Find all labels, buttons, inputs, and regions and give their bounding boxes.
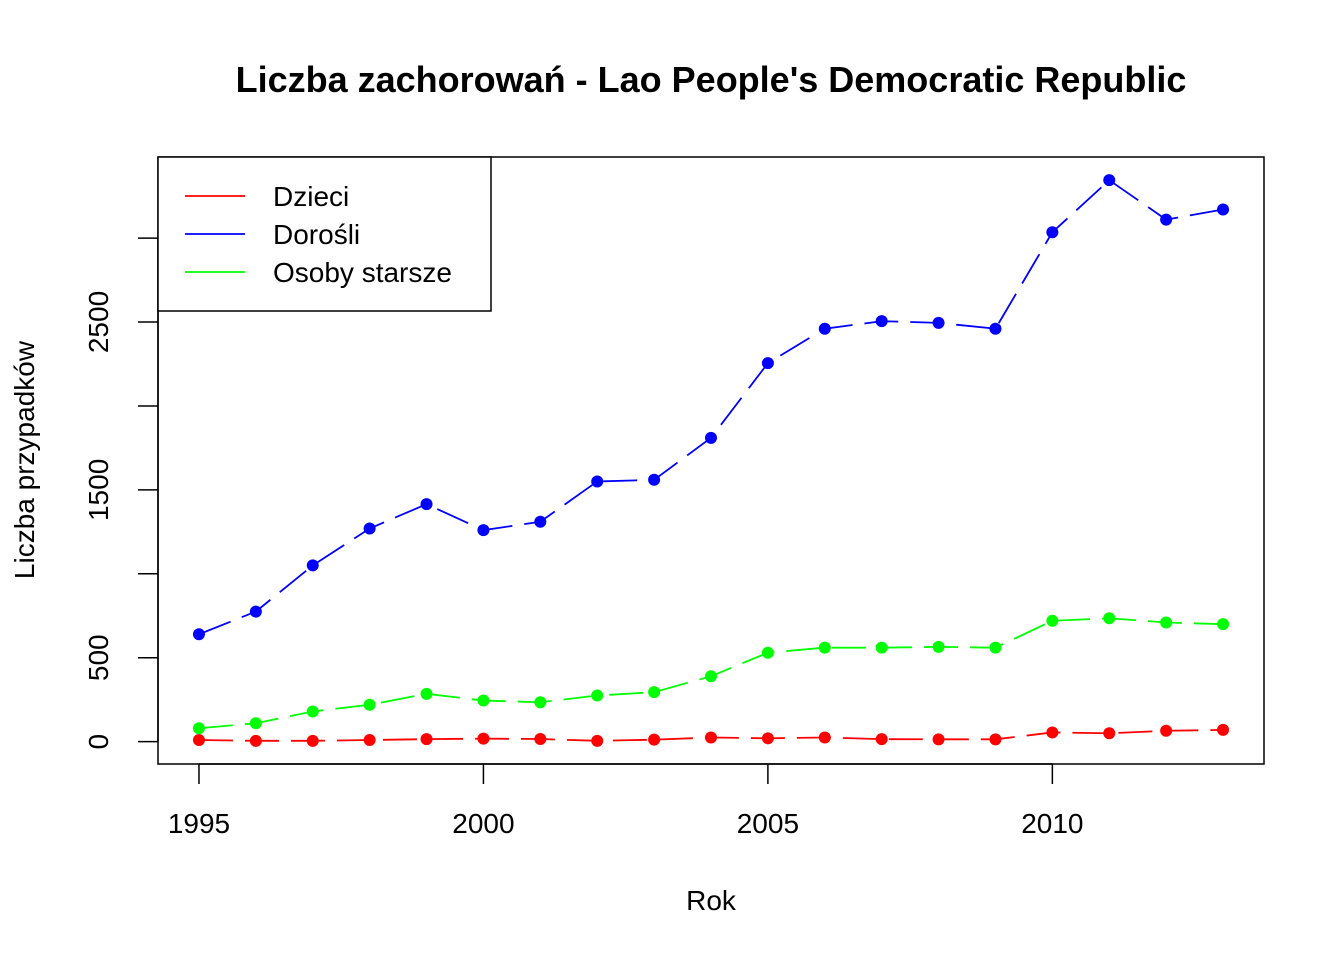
data-point	[363, 733, 376, 746]
data-point	[648, 733, 661, 746]
y-tick-label: 500	[83, 634, 114, 681]
data-point	[705, 431, 717, 444]
x-axis-label: Rok	[686, 885, 737, 916]
data-point	[1046, 614, 1059, 627]
data-point	[534, 515, 547, 528]
data-point	[705, 731, 717, 744]
data-point	[1217, 618, 1230, 631]
data-point	[534, 732, 547, 745]
series-2	[192, 612, 1230, 735]
data-point	[420, 687, 433, 700]
data-point	[249, 605, 262, 618]
y-tick-label: 1500	[83, 459, 114, 521]
series-1	[192, 174, 1230, 641]
data-point	[1217, 723, 1230, 736]
data-point	[249, 717, 262, 730]
data-point	[1046, 226, 1059, 239]
data-point	[818, 731, 831, 744]
data-point	[363, 698, 376, 711]
data-point	[192, 733, 205, 746]
legend-label: Dzieci	[273, 181, 349, 212]
data-point	[1217, 203, 1230, 216]
data-point	[477, 524, 490, 537]
data-point	[989, 641, 1002, 654]
data-point	[648, 686, 661, 699]
x-tick-label: 2000	[452, 808, 514, 839]
chart-title: Liczba zachorowań - Lao People's Democra…	[236, 59, 1187, 100]
data-point	[420, 498, 433, 511]
y-tick-label: 2500	[83, 291, 114, 353]
data-point	[192, 722, 205, 735]
data-point	[875, 641, 888, 654]
x-tick-label: 1995	[168, 808, 230, 839]
series-0	[192, 723, 1230, 747]
data-point	[1046, 726, 1059, 739]
y-axis-label: Liczba przypadków	[9, 340, 40, 579]
data-point	[477, 732, 490, 745]
data-point	[932, 640, 945, 653]
data-point	[875, 315, 888, 328]
data-point	[363, 522, 376, 535]
data-point	[192, 628, 205, 641]
data-point	[534, 696, 547, 709]
data-point	[591, 475, 604, 488]
data-point	[761, 646, 774, 659]
data-point	[761, 357, 774, 370]
data-point	[306, 559, 319, 572]
data-point	[591, 689, 604, 702]
data-point	[875, 733, 888, 746]
data-point	[932, 316, 945, 329]
legend-label: Dorośli	[273, 219, 360, 250]
x-tick-label: 2005	[737, 808, 799, 839]
data-point	[1160, 213, 1173, 226]
data-point	[989, 322, 1002, 335]
legend: Dzieci Dorośli Osoby starsze	[157, 156, 492, 312]
data-point	[818, 322, 831, 335]
data-point	[1160, 724, 1173, 737]
data-point	[932, 733, 945, 746]
data-point	[477, 694, 490, 707]
data-point	[591, 734, 604, 747]
data-point	[1160, 616, 1173, 629]
data-point	[306, 734, 319, 747]
data-point	[306, 705, 319, 718]
x-axis: 1995 2000 2005 2010	[168, 763, 1084, 839]
series-layer	[192, 174, 1230, 747]
data-point	[1103, 612, 1116, 625]
x-tick-label: 2010	[1021, 808, 1083, 839]
data-point	[1103, 727, 1116, 740]
y-axis: 0 500 1500 2500	[83, 237, 159, 750]
data-point	[818, 641, 831, 654]
data-point	[249, 734, 262, 747]
data-point	[420, 733, 433, 746]
data-point	[648, 473, 661, 486]
data-point	[989, 733, 1002, 746]
y-tick-label: 0	[83, 734, 114, 750]
data-point	[1103, 174, 1116, 187]
legend-label: Osoby starsze	[273, 257, 452, 288]
data-point	[761, 732, 774, 745]
data-point	[705, 670, 717, 683]
